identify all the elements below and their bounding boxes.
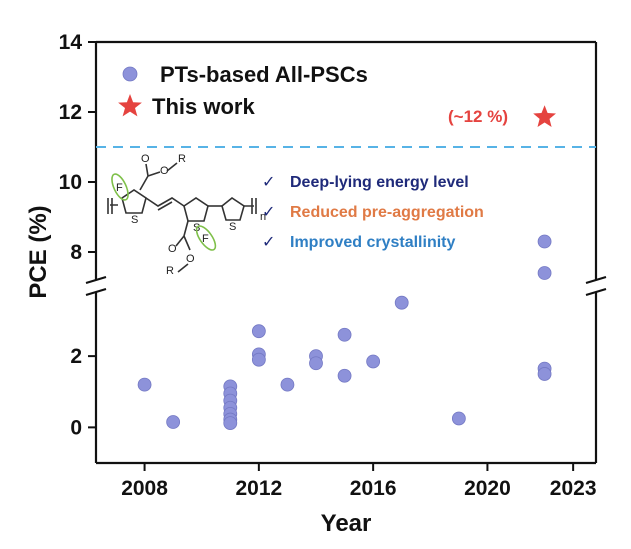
svg-text:S: S	[229, 221, 236, 233]
data-point-pts-19	[451, 411, 466, 426]
legend-circle-marker	[122, 66, 138, 82]
feature-text-0: Deep-lying energy level	[290, 174, 469, 191]
y-tick-label-0: 0	[70, 416, 82, 439]
data-marks	[137, 105, 556, 431]
x-tick-label-4: 2023	[550, 477, 597, 500]
svg-text:O: O	[168, 243, 177, 255]
data-point-pts-21	[537, 367, 552, 381]
svg-text:n: n	[260, 211, 266, 223]
x-tick-label-2: 2016	[350, 477, 397, 500]
axes	[85, 40, 607, 465]
data-point-pts-11	[251, 352, 266, 367]
polymer-structure-sketch: F S O O R S O O R F S n	[107, 153, 266, 277]
feature-list: ✓ Deep-lying energy level ✓ Reduced pre-agg…	[262, 174, 484, 251]
y-tick-label-2: 8	[70, 241, 82, 264]
legend-label-this-work: This work	[152, 94, 255, 119]
data-point-pts-18	[394, 295, 409, 310]
y-tick-label-5: 14	[59, 31, 83, 54]
data-point-pts-12	[280, 377, 295, 392]
y-axis-title: PCE (%)	[25, 205, 52, 298]
svg-text:F: F	[202, 233, 209, 245]
svg-text:O: O	[160, 165, 169, 177]
y-tick-label-4: 12	[59, 101, 82, 124]
x-tick-label-0: 2008	[121, 477, 168, 500]
x-axis-title: Year	[321, 510, 372, 537]
data-point-pts-0	[137, 377, 152, 392]
x-tick-label-1: 2012	[235, 477, 282, 500]
svg-text:R: R	[178, 153, 186, 165]
left-axis-break-marks	[85, 275, 107, 297]
ticks: 2008 2012 2016 2020 2023 0 2 8 10 12 14	[59, 31, 597, 500]
feature-text-1: Reduced pre-aggregation	[290, 204, 484, 221]
this-work-value-label: (~12 %)	[448, 107, 508, 126]
data-point-pts-14	[309, 356, 323, 371]
data-point-this-work-0	[533, 105, 556, 127]
legend-star-marker	[118, 94, 142, 117]
svg-text:S: S	[131, 214, 138, 226]
feature-check-0: ✓	[262, 174, 275, 191]
svg-text:R: R	[166, 265, 174, 277]
legend-label-pts: PTs-based All-PSCs	[160, 62, 368, 87]
y-tick-label-3: 10	[59, 171, 82, 194]
feature-check-2: ✓	[262, 234, 275, 251]
legend: PTs-based All-PSCs This work	[118, 62, 368, 119]
data-point-pts-1	[166, 415, 181, 429]
right-axis-break-marks	[585, 275, 607, 297]
x-tick-label-3: 2020	[464, 477, 511, 500]
feature-text-2: Improved crystallinity	[290, 234, 455, 251]
svg-text:F: F	[116, 182, 123, 194]
data-point-pts-16	[337, 368, 352, 383]
feature-check-1: ✓	[262, 204, 275, 221]
data-point-pts-22	[537, 234, 552, 249]
data-point-pts-23	[537, 266, 552, 280]
y-tick-label-1: 2	[70, 345, 82, 368]
svg-text:O: O	[186, 253, 195, 265]
data-point-pts-8	[223, 416, 238, 431]
fluorine-highlight-left	[111, 173, 129, 201]
data-point-pts-9	[251, 324, 266, 339]
svg-text:O: O	[141, 153, 150, 165]
data-point-pts-17	[366, 354, 381, 369]
fluorine-highlight-right	[195, 225, 217, 251]
data-point-pts-15	[337, 327, 352, 342]
